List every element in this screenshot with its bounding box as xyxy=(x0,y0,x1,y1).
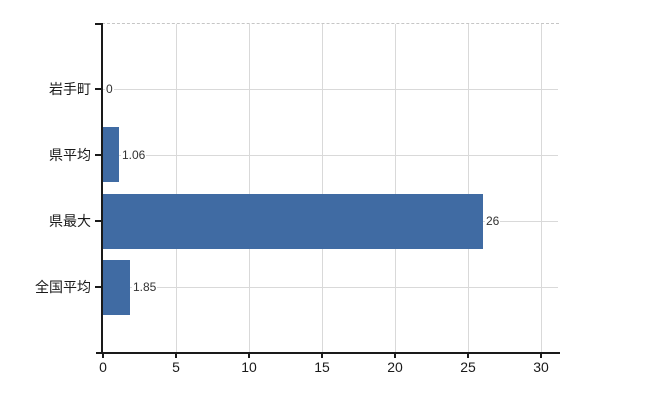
x-axis xyxy=(96,352,560,354)
x-tick-label: 0 xyxy=(99,359,107,375)
bar xyxy=(103,194,483,249)
y-axis-tick xyxy=(95,154,101,156)
y-axis-tick xyxy=(95,88,101,90)
gridline-horizontal xyxy=(103,287,558,288)
category-label: 県最大 xyxy=(49,213,91,229)
category-label: 全国平均 xyxy=(35,279,91,295)
category-label: 県平均 xyxy=(49,147,91,163)
value-label: 26 xyxy=(485,214,501,228)
x-tick-label: 15 xyxy=(314,359,330,375)
gridline-horizontal xyxy=(103,89,558,90)
x-tick-label: 10 xyxy=(241,359,257,375)
category-label: 岩手町 xyxy=(49,81,91,97)
x-axis-tick xyxy=(540,354,542,358)
x-tick-label: 20 xyxy=(387,359,403,375)
x-tick-label: 30 xyxy=(533,359,549,375)
x-axis-tick xyxy=(102,354,104,358)
gridline-vertical xyxy=(395,24,396,353)
gridline-vertical xyxy=(249,24,250,353)
y-axis-tick xyxy=(95,220,101,222)
x-axis-tick xyxy=(248,354,250,358)
gridline-vertical xyxy=(468,24,469,353)
x-axis-tick xyxy=(467,354,469,358)
gridline-vertical xyxy=(541,24,542,353)
y-axis-tick xyxy=(95,23,101,25)
x-axis-tick xyxy=(394,354,396,358)
x-tick-label: 5 xyxy=(172,359,180,375)
x-tick-label: 25 xyxy=(460,359,476,375)
y-axis xyxy=(101,23,103,354)
gridline-horizontal xyxy=(103,155,558,156)
gridline-vertical xyxy=(322,24,323,353)
plot-top-border xyxy=(102,23,559,24)
value-label: 0 xyxy=(105,82,114,96)
y-axis-tick xyxy=(95,286,101,288)
value-label: 1.85 xyxy=(132,280,158,294)
x-axis-tick xyxy=(321,354,323,358)
x-axis-tick xyxy=(175,354,177,358)
gridline-vertical xyxy=(176,24,177,353)
bar xyxy=(103,260,130,315)
value-label: 1.06 xyxy=(121,148,147,162)
bar xyxy=(103,127,119,182)
